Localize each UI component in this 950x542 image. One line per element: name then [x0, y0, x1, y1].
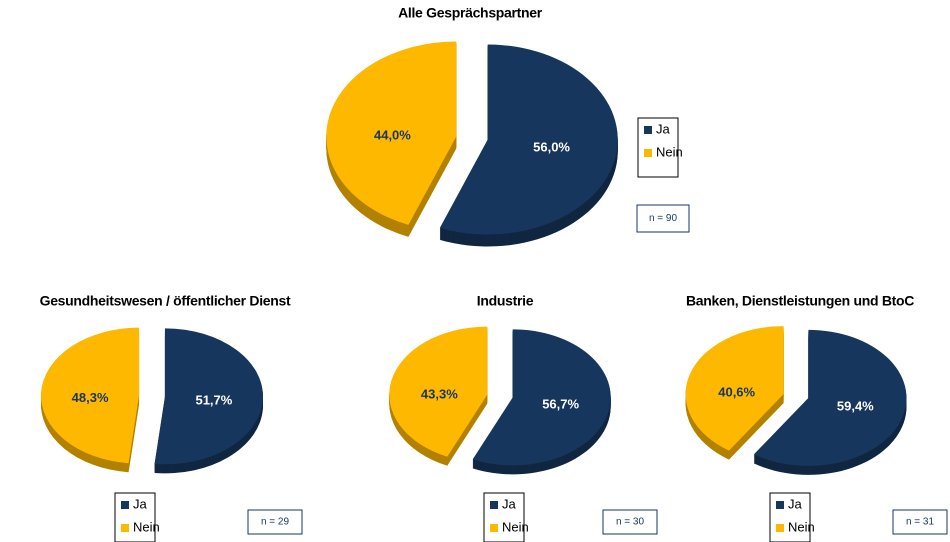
note: n = 29 [261, 517, 290, 528]
chart-title: Gesundheitswesen / öffentlicher Dienst [40, 293, 291, 309]
note: n = 90 [649, 213, 678, 224]
slice [439, 44, 618, 235]
legend-swatch [776, 524, 784, 532]
legend-label: Ja [502, 496, 517, 511]
legend-label: Nein [502, 519, 529, 534]
slice [472, 329, 611, 466]
legend-label: Nein [133, 519, 160, 534]
legend-label: Ja [133, 496, 148, 511]
slice [389, 326, 488, 457]
data-label: 48,3% [72, 390, 109, 405]
legend-swatch [490, 524, 498, 532]
slice [685, 326, 784, 451]
data-label: 59,4% [837, 398, 874, 413]
slice [753, 329, 907, 466]
note-box [602, 509, 658, 535]
note-box [636, 204, 690, 233]
data-label: 51,7% [195, 393, 232, 408]
slice [326, 41, 457, 225]
chart-title: Alle Gesprächspartner [398, 5, 543, 21]
legend-swatch [644, 149, 652, 157]
data-label: 56,0% [533, 139, 570, 154]
data-label: 40,6% [718, 385, 755, 400]
note: n = 30 [616, 517, 645, 528]
note-box [892, 509, 948, 535]
data-label: 56,7% [542, 396, 579, 411]
slice [41, 327, 140, 464]
legend-swatch [644, 126, 652, 134]
chart-title: Banken, Dienstleistungen und BtoC [686, 293, 914, 309]
legend-swatch [490, 501, 498, 509]
legend-swatch [121, 501, 129, 509]
data-label: 44,0% [374, 127, 411, 142]
chart-title: Industrie [477, 293, 534, 309]
data-label: 43,3% [421, 387, 458, 402]
legend-swatch [121, 524, 129, 532]
note: n = 31 [906, 517, 935, 528]
legend-swatch [776, 501, 784, 509]
legend-label: Ja [788, 496, 803, 511]
note-box [247, 509, 303, 535]
legend-label: Ja [656, 121, 671, 136]
slice [154, 328, 263, 465]
legend-label: Nein [656, 144, 683, 159]
legend-label: Nein [788, 519, 815, 534]
